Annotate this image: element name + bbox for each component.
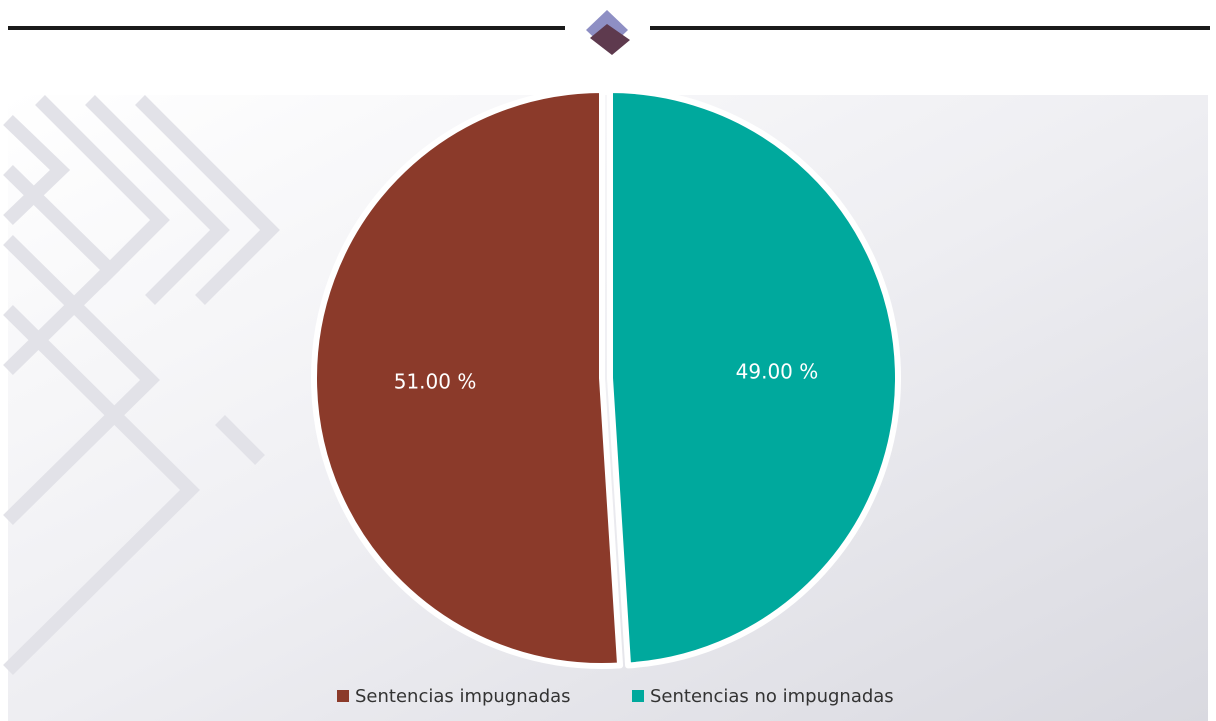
maze-decoration: [3, 95, 280, 675]
pie-slice: [311, 87, 624, 669]
legend-label: Sentencias no impugnadas: [650, 686, 894, 707]
legend: Sentencias impugnadas Sentencias no impug…: [337, 686, 894, 707]
data-label: 49.00 %: [736, 359, 819, 383]
header-icon: [590, 24, 630, 55]
legend-swatch: [632, 690, 644, 702]
legend-label: Sentencias impugnadas: [355, 686, 571, 707]
pie-slice: [607, 87, 901, 669]
pie: 51.00 % 49.00 %: [311, 87, 901, 669]
legend-swatch: [337, 690, 349, 702]
data-label: 51.00 %: [394, 370, 477, 394]
